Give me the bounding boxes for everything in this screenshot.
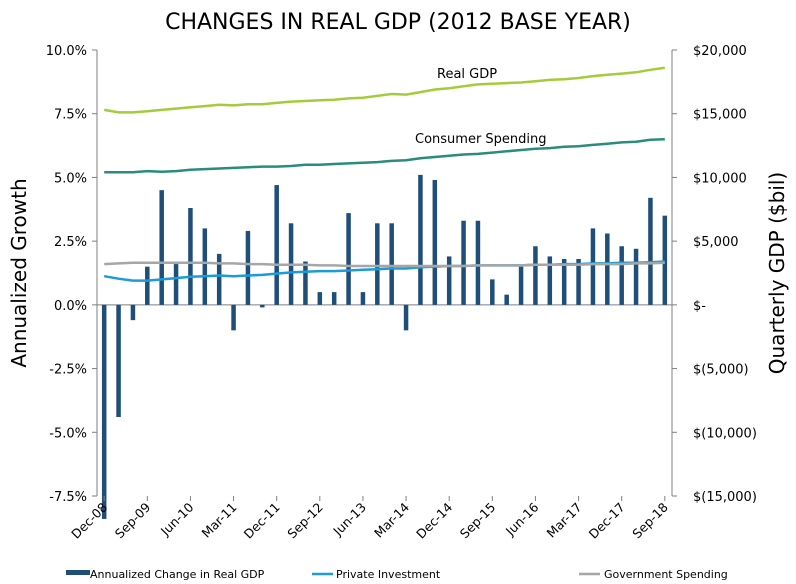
x-tick-label: Mar-17 [544, 500, 585, 541]
bar [145, 267, 150, 305]
left-tick-label: 7.5% [54, 108, 87, 123]
bar [260, 305, 265, 308]
left-tick-label: 5.0% [54, 171, 87, 186]
bar [504, 295, 509, 305]
x-axis: Dec-08 Sep-09 Jun-10 Mar-11 Dec-11 Sep-12 Jun-… [68, 496, 671, 542]
bar [131, 305, 136, 320]
bar [318, 292, 323, 305]
legend: Annualized Change in Real GDP Private In… [66, 568, 728, 581]
x-tick-label: Sep-12 [284, 500, 326, 542]
bar [476, 221, 481, 305]
bar [174, 264, 179, 305]
bar [188, 208, 193, 305]
bar [303, 262, 308, 305]
bar [418, 175, 423, 305]
legend-swatch-bars [66, 570, 90, 575]
bar [605, 233, 610, 304]
left-axis-label: Annualized Growth [7, 178, 31, 367]
right-tick-label: $20,000 [693, 44, 747, 59]
x-tick-label: Sep-15 [457, 500, 499, 542]
legend-label-bars: Annualized Change in Real GDP [90, 568, 265, 581]
right-tick-label: $15,000 [693, 108, 747, 123]
right-axis-label: Quarterly GDP ($bil) [765, 172, 789, 374]
bar [231, 305, 236, 330]
x-tick-label: Sep-18 [629, 499, 671, 541]
bar [203, 228, 208, 304]
bar [332, 292, 337, 305]
right-tick-label: $5,000 [693, 235, 739, 250]
bar [404, 305, 409, 330]
legend-label-government-spending: Government Spending [604, 568, 728, 581]
left-tick-label: -5.0% [49, 426, 87, 441]
left-tick-label: -7.5% [49, 490, 87, 505]
chart-title: CHANGES IN REAL GDP (2012 BASE YEAR) [165, 10, 631, 35]
x-tick-label: Dec-14 [413, 499, 455, 541]
left-tick-label: 0.0% [54, 299, 87, 314]
x-tick-label: Jun-10 [157, 499, 197, 539]
right-axis: $(15,000) $(10,000) $(5,000) $- $5,000 $10,00… [672, 44, 757, 505]
plot-area [97, 50, 672, 496]
bar [102, 305, 107, 519]
x-tick-label: Dec-17 [586, 500, 628, 542]
bar [274, 185, 279, 305]
x-tick-label: Sep-09 [112, 499, 154, 541]
bar [346, 213, 351, 305]
bar [619, 246, 624, 305]
line-real-gdp [104, 68, 665, 113]
bar [591, 228, 596, 304]
left-tick-label: 10.0% [46, 44, 87, 59]
bar [447, 256, 452, 304]
x-tick-label: Dec-08 [68, 499, 110, 541]
bar [663, 216, 668, 305]
right-tick-label: $(10,000) [693, 426, 757, 441]
bar [389, 223, 394, 305]
bar [375, 223, 380, 305]
bar [246, 231, 251, 305]
bar [634, 249, 639, 305]
bar [217, 254, 222, 305]
x-tick-label: Mar-11 [199, 500, 240, 541]
bar [490, 279, 495, 304]
x-tick-label: Jun-16 [502, 499, 542, 539]
annotation-consumer-spending: Consumer Spending [415, 132, 547, 147]
right-tick-label: $(5,000) [693, 363, 749, 378]
right-tick-label: $(15,000) [693, 490, 757, 505]
left-tick-label: 2.5% [54, 235, 87, 250]
line-consumer-spending [104, 139, 665, 172]
bar [116, 305, 121, 417]
right-tick-label: $- [693, 299, 706, 314]
left-tick-label: -2.5% [49, 363, 87, 378]
bar [648, 198, 653, 305]
x-tick-label: Mar-14 [371, 499, 412, 540]
bar-series [102, 175, 667, 519]
bar [159, 190, 164, 305]
right-tick-label: $10,000 [693, 171, 747, 186]
x-tick-label: Dec-11 [241, 500, 283, 542]
bar [519, 267, 524, 305]
left-axis: -7.5% -5.0% -2.5% 0.0% 2.5% 5.0% 7.5% 10.0% [46, 44, 97, 505]
bar [433, 180, 438, 305]
bar [461, 221, 466, 305]
legend-label-private-investment: Private Investment [336, 568, 441, 581]
bar [361, 292, 366, 305]
x-tick-label: Jun-13 [329, 500, 369, 540]
annotation-real-gdp: Real GDP [437, 67, 497, 82]
bar [533, 246, 538, 305]
